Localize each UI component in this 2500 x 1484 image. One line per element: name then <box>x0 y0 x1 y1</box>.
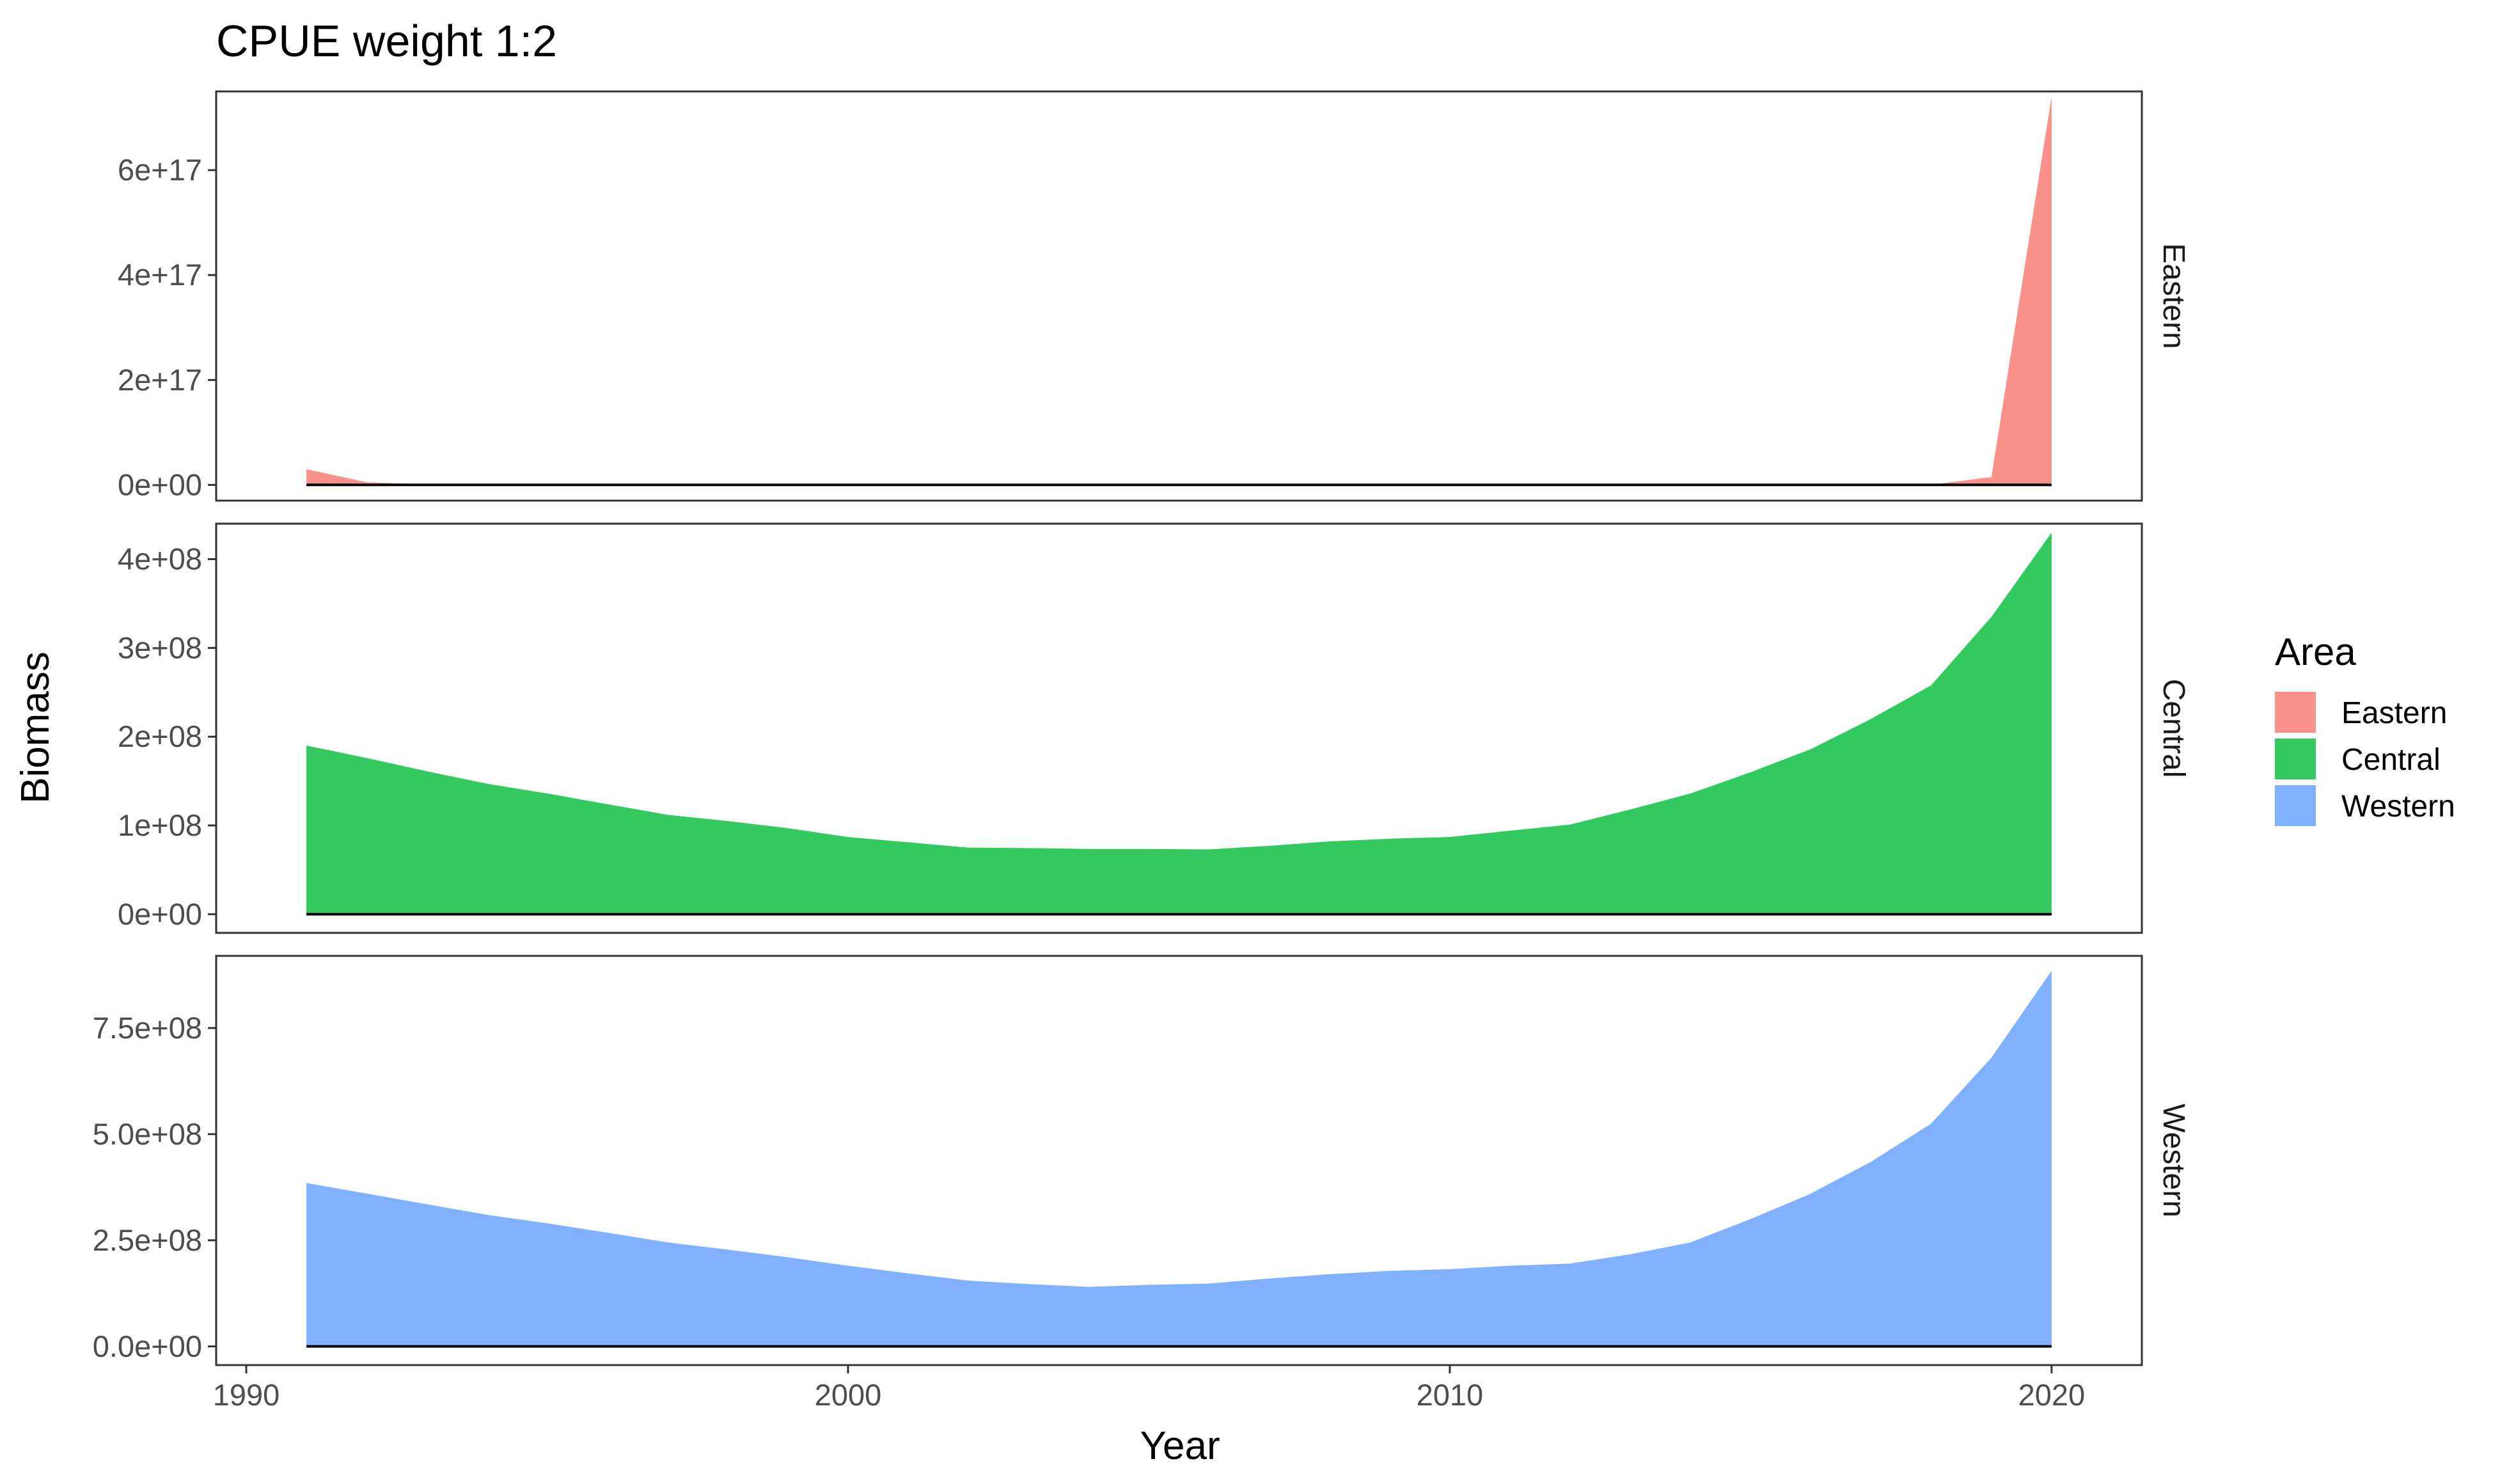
x-axis: 1990 2000 2010 2020 <box>213 1365 2085 1412</box>
x-tick-label: 2000 <box>815 1378 882 1412</box>
area-western <box>306 971 2052 1347</box>
y-tick-label-western: 5.0e+08 <box>93 1117 202 1151</box>
y-tick-label-eastern: 4e+17 <box>118 258 202 292</box>
legend-label-central: Central <box>2341 743 2441 777</box>
panel-eastern: 0e+00 2e+17 4e+17 6e+17 Eastern <box>118 90 2190 502</box>
x-axis-title: Year <box>1140 1424 1220 1468</box>
y-tick-label-western: 7.5e+08 <box>93 1011 202 1045</box>
y-tick-label-eastern: 6e+17 <box>118 153 202 187</box>
legend-key-central <box>2275 738 2316 779</box>
y-tick-label-central: 4e+08 <box>118 542 202 576</box>
panel-border-western <box>215 955 2143 1366</box>
y-tick-label-western: 2.5e+08 <box>93 1223 202 1257</box>
strip-label-eastern: Eastern <box>2157 243 2190 348</box>
legend-label-western: Western <box>2341 790 2455 824</box>
y-tick-label-central: 1e+08 <box>118 808 202 842</box>
y-tick-label-central: 2e+08 <box>118 719 202 753</box>
panel-central: 0e+00 1e+08 2e+08 3e+08 4e+08 Central <box>118 522 2190 934</box>
panel-border-central <box>215 522 2143 934</box>
y-axis-title: Biomass <box>13 652 58 804</box>
legend-key-western <box>2275 785 2316 826</box>
area-central <box>306 532 2052 914</box>
legend-label-eastern: Eastern <box>2341 696 2447 730</box>
y-tick-label-western: 0.0e+00 <box>93 1329 202 1363</box>
x-tick-label: 1990 <box>213 1378 280 1412</box>
y-tick-label-central: 3e+08 <box>118 630 202 664</box>
panel-western: 0.0e+00 2.5e+08 5.0e+08 7.5e+08 Western <box>93 955 2190 1366</box>
x-tick-label: 2010 <box>1417 1378 1484 1412</box>
legend: Area Eastern Central Western <box>2275 630 2455 826</box>
area-eastern <box>306 97 2052 485</box>
chart-title: CPUE weight 1:2 <box>216 16 557 66</box>
strip-label-central: Central <box>2157 679 2190 778</box>
y-tick-label-eastern: 2e+17 <box>118 363 202 396</box>
legend-title: Area <box>2275 630 2356 673</box>
y-tick-label-eastern: 0e+00 <box>118 467 202 501</box>
x-tick-label: 2020 <box>2018 1378 2086 1412</box>
y-tick-label-central: 0e+00 <box>118 897 202 931</box>
legend-key-eastern <box>2275 692 2316 733</box>
strip-label-western: Western <box>2157 1104 2190 1217</box>
panel-border-eastern <box>215 90 2143 502</box>
facet-panels: 0e+00 2e+17 4e+17 6e+17 Eastern 0e+00 1e+08 2e+… <box>93 90 2190 1366</box>
